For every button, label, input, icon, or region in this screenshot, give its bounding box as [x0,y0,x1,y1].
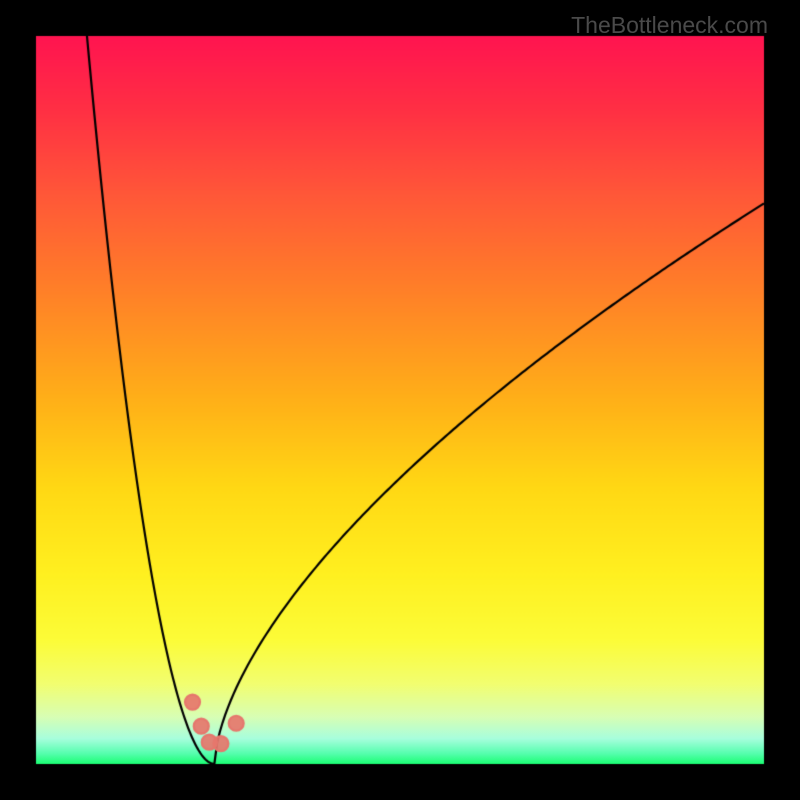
bottleneck-chart [0,0,800,800]
